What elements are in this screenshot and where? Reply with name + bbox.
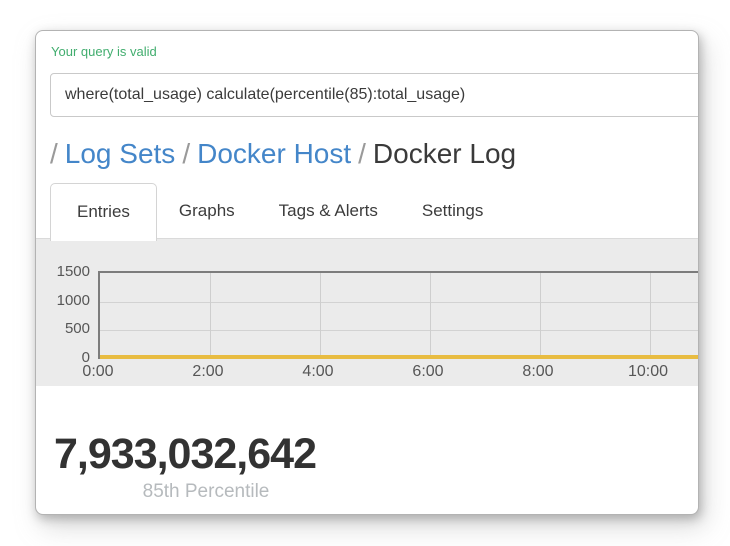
y-axis-tick-label: 1500 — [56, 263, 90, 280]
tab-graphs[interactable]: Graphs — [178, 201, 235, 220]
breadcrumb-separator: / — [358, 138, 366, 169]
tab-bar: Entries Graphs Tags & Alerts Settings — [50, 183, 505, 241]
vertical-gridline — [320, 273, 321, 359]
tab-entries[interactable]: Entries — [50, 183, 157, 241]
tab-settings[interactable]: Settings — [421, 201, 484, 220]
summary-label: 85th Percentile — [142, 481, 270, 502]
chart-plot-area — [98, 271, 698, 359]
breadcrumb-separator: / — [50, 138, 58, 169]
vertical-gridline — [430, 273, 431, 359]
x-axis-tick-label: 10:00 — [627, 363, 669, 380]
breadcrumb-separator: / — [182, 138, 191, 169]
query-results-panel: Your query is valid /Log Sets/Docker Hos… — [35, 30, 699, 515]
vertical-gridline — [650, 273, 651, 359]
x-axis-tick-label: 4:00 — [302, 363, 334, 380]
y-axis-tick-label: 500 — [64, 320, 90, 337]
x-axis-tick-label: 2:00 — [192, 363, 224, 380]
query-input[interactable] — [50, 73, 698, 117]
horizontal-gridline — [100, 302, 698, 303]
horizontal-gridline — [100, 330, 698, 331]
y-axis-tick-label: 1000 — [56, 292, 90, 309]
vertical-gridline — [540, 273, 541, 359]
breadcrumb: / Log Sets / Docker Host / Docker Log — [50, 134, 516, 174]
breadcrumb-item-log-sets[interactable]: Log Sets — [64, 138, 176, 169]
breadcrumb-item-docker-log: Docker Log — [372, 138, 517, 169]
query-status-message: Your query is valid — [51, 44, 157, 59]
x-axis-tick-label: 6:00 — [412, 363, 444, 380]
chart-series-line — [100, 355, 698, 359]
x-axis-tick-label: 8:00 — [522, 363, 554, 380]
x-axis-tick-label: 0:00 — [82, 363, 114, 380]
chart: 0 500 1000 1500 0:00 2:00 4:00 6:00 8:00 10:00 — [36, 238, 698, 386]
breadcrumb-item-docker-host[interactable]: Docker Host — [197, 138, 352, 169]
vertical-gridline — [210, 273, 211, 359]
tab-tags-alerts[interactable]: Tags & Alerts — [278, 201, 378, 220]
y-axis-tick-label: 0 — [81, 349, 90, 366]
summary-value: 7,933,032,642 — [54, 430, 317, 478]
